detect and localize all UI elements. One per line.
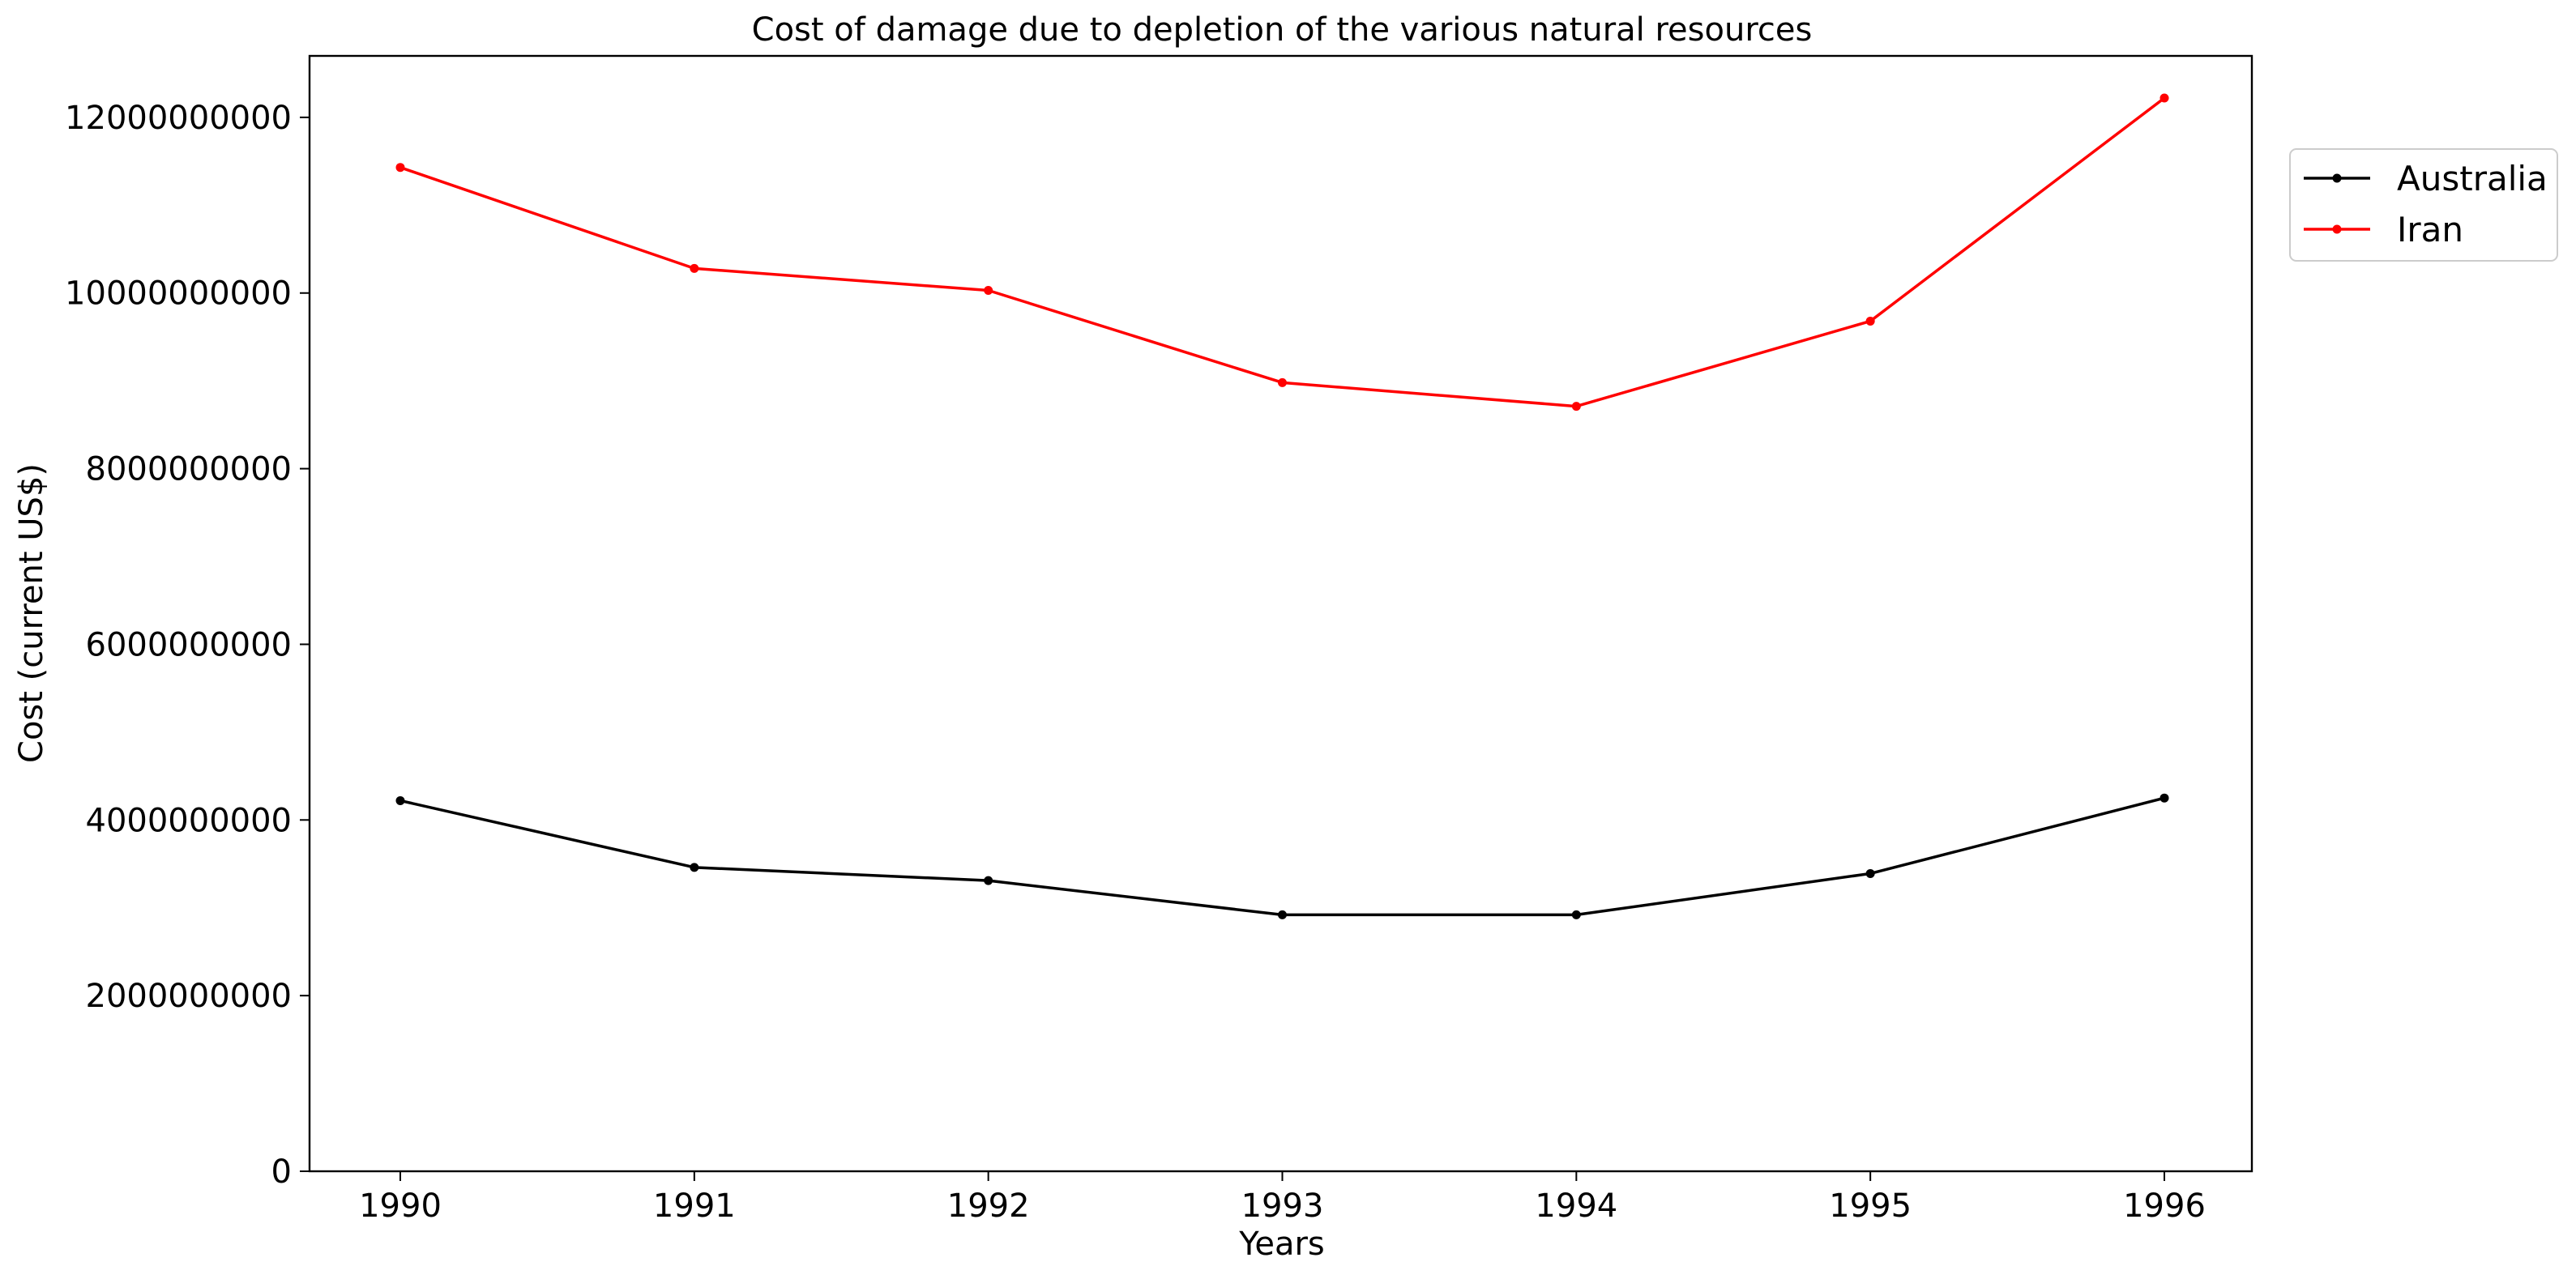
x-tick-label: 1993 — [1241, 1187, 1324, 1225]
y-axis-ticks: 0 2000000000 4000000000 6000000000 800000000… — [65, 100, 310, 1191]
legend: Australia Iran — [2289, 148, 2558, 262]
x-tick-label: 1996 — [2123, 1187, 2206, 1225]
data-point-iran — [2159, 93, 2169, 103]
data-point-australia — [2159, 793, 2169, 803]
legend-marker — [2332, 173, 2342, 183]
y-tick-label: 12000000000 — [65, 100, 292, 137]
x-tick-label: 1994 — [1535, 1187, 1617, 1225]
data-point-iran — [1571, 402, 1581, 411]
y-tick-label: 4000000000 — [86, 802, 293, 839]
y-tick-label: 0 — [271, 1153, 292, 1191]
data-point-iran — [1278, 377, 1287, 387]
data-point-iran — [690, 263, 699, 273]
data-point-australia — [1865, 868, 1875, 878]
y-tick-label: 8000000000 — [86, 451, 293, 488]
y-tick-label: 10000000000 — [65, 275, 292, 313]
x-tick-label: 1990 — [359, 1187, 442, 1225]
y-tick-label: 2000000000 — [86, 978, 293, 1015]
data-point-australia — [984, 876, 993, 885]
series-layer — [395, 93, 2169, 919]
x-axis-ticks: 1990 1991 1992 1993 1994 1995 1996 — [359, 1171, 2206, 1225]
legend-label-iran: Iran — [2397, 210, 2463, 249]
legend-marker — [2332, 224, 2342, 234]
x-axis-label: Years — [1238, 1226, 1325, 1263]
series-line-australia — [399, 796, 2165, 917]
x-tick-label: 1995 — [1829, 1187, 1912, 1225]
y-tick-label: 6000000000 — [86, 626, 293, 663]
legend-label-australia: Australia — [2397, 159, 2548, 198]
x-tick-label: 1992 — [947, 1187, 1030, 1225]
data-point-australia — [1571, 910, 1581, 919]
x-tick-label: 1991 — [653, 1187, 736, 1225]
plot-frame — [308, 54, 2253, 1173]
chart-title: Cost of damage due to depletion of the v… — [752, 11, 1813, 49]
y-axis-label: Cost (current US$) — [13, 463, 50, 763]
data-point-australia — [690, 863, 699, 872]
data-point-australia — [1278, 910, 1287, 919]
data-point-iran — [984, 285, 993, 295]
series-line-iran — [399, 96, 2166, 408]
data-point-iran — [395, 163, 405, 173]
data-point-iran — [1865, 316, 1875, 326]
data-point-australia — [395, 795, 405, 805]
